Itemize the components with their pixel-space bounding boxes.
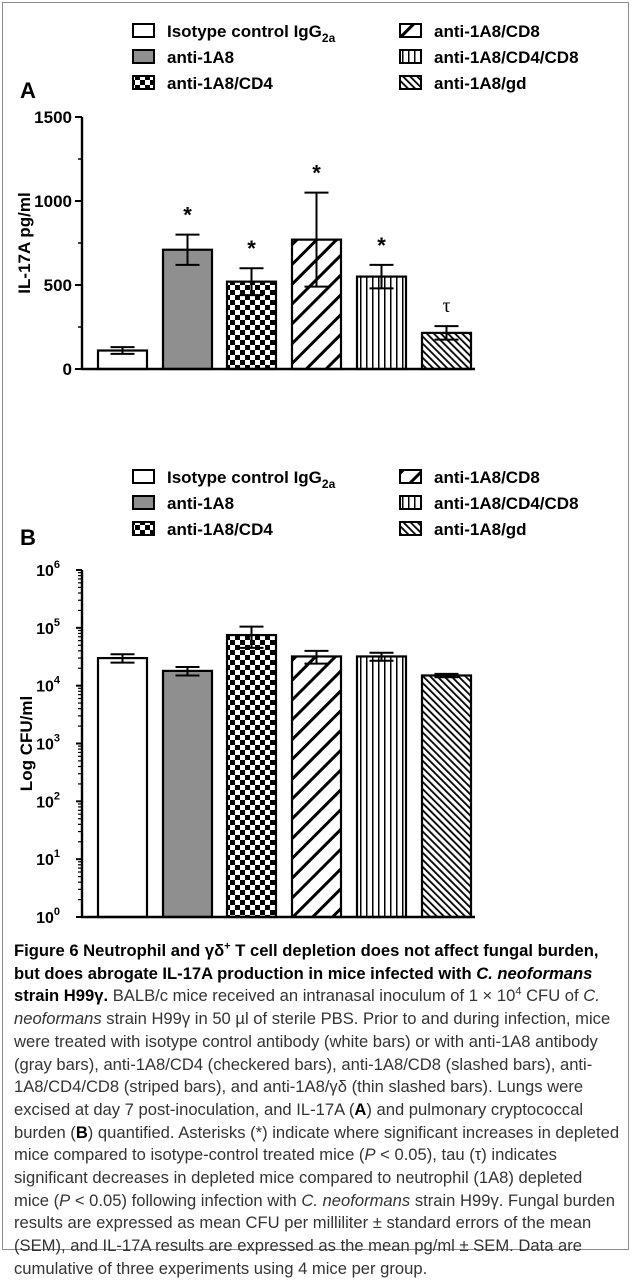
panel-a-ytick-label-3: 1500 (34, 108, 72, 127)
figure-caption: Figure 6 Neutrophil and γδ+ T cell deple… (14, 940, 620, 1281)
figure-charts: Isotype control IgG2a anti-1A8 anti-1A8/CD… (15, 22, 579, 927)
panel-b-ytick-label-3: 103 (36, 733, 60, 754)
panel-b-legend-label-4: anti-1A8/CD4/CD8 (434, 494, 579, 513)
panel-a-annotation-5: τ (442, 295, 450, 317)
panel-b-bar-2 (225, 633, 278, 919)
caption-panel-a: A (354, 1099, 367, 1119)
caption-body-1-sup: 4 (515, 985, 522, 998)
panel-b-legend-label-3: anti-1A8/CD8 (434, 468, 540, 487)
panel-a-ytick-label-1: 500 (44, 276, 72, 295)
panel-b-legend-swatch-2 (132, 521, 155, 536)
caption-body-6: < 0.05), tau (τ) indicates significant d… (14, 1145, 583, 1210)
panel-b-legend-label-0: Isotype control IgG2a (167, 468, 336, 491)
panel-a-bar-1 (161, 248, 214, 371)
caption-panel-b: B (75, 1122, 88, 1142)
caption-figure-label: Figure 6 (14, 941, 79, 960)
panel-a-legend-label-1: anti-1A8 (167, 48, 234, 67)
panel-a-legend-label-0: Isotype control IgG2a (167, 22, 336, 45)
panel-a-ylabel: IL-17A pg/ml (15, 192, 34, 293)
panel-a-annotation-1: * (183, 203, 192, 228)
caption-title-2: T cell depletion does not affect fungal … (14, 941, 599, 983)
panel-a-legend-label-5: anti-1A8/gd (434, 74, 527, 93)
panel-b-ytick-label-2: 102 (36, 790, 60, 811)
panel-a-legend-swatch-5 (399, 75, 422, 90)
caption-species-2: C. neoformans (301, 1190, 411, 1210)
caption-title-1: Neutrophil and γδ (83, 941, 225, 960)
panel-b-bar-3 (290, 655, 343, 919)
panel-a-bar-4 (355, 275, 408, 371)
panel-a-panel-letter: A (20, 78, 36, 103)
panel-b-legend-swatch-0 (132, 469, 155, 484)
panel-b-legend-swatch-3 (399, 469, 422, 484)
caption-body-2: CFU of (526, 986, 579, 1006)
panel-a-legend-swatch-0 (132, 23, 155, 38)
panel-b-legend-label-1: anti-1A8 (167, 494, 234, 513)
panel-a-annotation-2: * (247, 236, 256, 261)
panel-a-ytick-label-0: 0 (63, 360, 72, 379)
panel-b-ytick-label-6: 106 (36, 559, 60, 580)
panel-b-ytick-label-1: 101 (36, 848, 60, 869)
panel-a-bar-2 (225, 280, 278, 371)
panel-b-legend-swatch-5 (399, 521, 422, 536)
caption-species-1: C. neoformans (14, 986, 600, 1029)
panel-b-ylabel: Log CFU/ml (17, 696, 36, 791)
panel-b-bar-0 (96, 656, 149, 919)
panel-b-bar-5 (420, 674, 473, 919)
panel-a-legend-label-4: anti-1A8/CD4/CD8 (434, 48, 579, 67)
panel-b-panel-letter: B (20, 525, 36, 550)
caption-title-species: C. neoformans (476, 963, 593, 983)
panel-a-ytick-label-2: 1000 (34, 192, 72, 211)
figure-frame (2, 2, 629, 1250)
panel-a-annotation-3: * (312, 161, 321, 186)
panel-b-ytick-label-4: 104 (36, 675, 61, 696)
panel-a-legend-label-3: anti-1A8/CD8 (434, 22, 540, 41)
panel-a-annotation-4: * (377, 233, 386, 258)
caption-body-7: < 0.05) following infection with (74, 1190, 297, 1210)
panel-a-legend-swatch-2 (132, 75, 155, 90)
panel-a-legend-swatch-1 (132, 49, 155, 64)
panel-b-legend-label-2: anti-1A8/CD4 (167, 520, 273, 539)
panel-a-legend-label-2: anti-1A8/CD4 (167, 74, 273, 93)
panel-b-legend-swatch-1 (132, 495, 155, 510)
caption-body-3: strain H99γ in 50 µl of sterile PBS. Pri… (14, 1009, 611, 1119)
panel-a-legend-swatch-3 (399, 23, 422, 38)
panel-b-legend-swatch-4 (399, 495, 422, 510)
caption-body-4: ) and pulmonary cryptococcal burden ( (14, 1099, 584, 1142)
panel-b-bar-1 (161, 669, 214, 919)
panel-a-legend-swatch-4 (399, 49, 422, 64)
caption-title-3: strain H99γ. (14, 986, 109, 1006)
panel-b-legend-label-5: anti-1A8/gd (434, 520, 527, 539)
panel-b-ytick-label-5: 105 (36, 617, 60, 638)
caption-body-1: BALB/c mice received an intranasal inocu… (112, 986, 516, 1006)
caption-p-1: P (364, 1145, 376, 1165)
caption-body-5: ) quantified. Asterisks (*) indicate whe… (14, 1122, 620, 1165)
panel-b-bar-4 (355, 655, 408, 919)
panel-b-ytick-label-0: 100 (36, 906, 60, 927)
caption-p-2: P (59, 1190, 71, 1210)
caption-title-sup: + (224, 940, 231, 953)
